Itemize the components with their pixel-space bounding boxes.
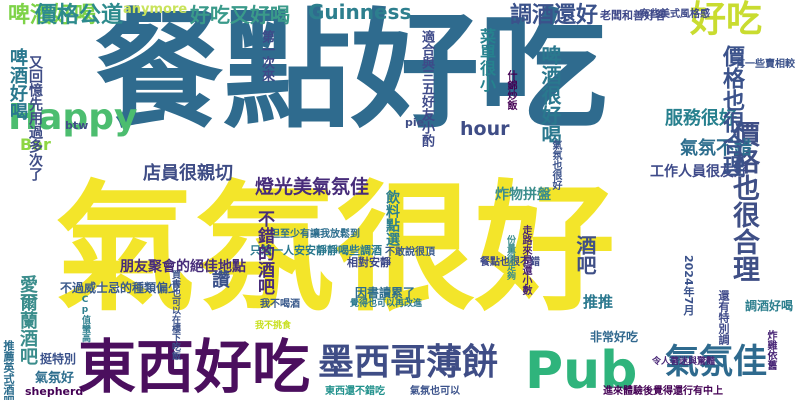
word-jiage: 價格也很合理 — [728, 120, 759, 282]
word-jinxingtu: 進來體驗後覺得還行有中上 — [603, 386, 723, 397]
word-haochi: 好吃 — [690, 0, 763, 40]
word-shepherd: shepherd — [25, 385, 84, 398]
word-yinyue: Cp值蠻高 — [80, 295, 90, 342]
word-caidan: 菜單很小 — [477, 28, 496, 92]
word-feichang: 非常好吃 — [590, 330, 639, 344]
word-jiuba: 酒吧 — [573, 235, 597, 275]
word-fuwu: 服務很好 — [665, 108, 737, 129]
word-dongxi: 東西好吃 — [78, 333, 311, 400]
word-buguo: 不過威士忌的種類偏少 — [60, 281, 181, 295]
word-guinness: Guinness — [308, 0, 412, 24]
word-laomian: 有些美式風格感 — [640, 9, 710, 20]
word-zhuanyi: 價格也很合理 — [719, 45, 744, 177]
word-huanyou: 但至少有讓我放鬆到 — [270, 229, 360, 240]
word-dangdu: 不錯的酒吧 — [254, 210, 274, 295]
word-xiangdui: 相對安靜 — [347, 256, 391, 269]
word-dengguang: 燈光美氣氛佳 — [255, 176, 370, 198]
word-zhizi: 還有特別調 — [717, 290, 730, 345]
word-dongxi2: 東西還不錯吃 — [325, 386, 385, 397]
word-canyie: 餐點也很不錯 — [480, 257, 540, 268]
word-jiuhao: 啤酒好喝 — [7, 48, 28, 120]
word-danzhiyou: 只想一人安安靜靜喝些調酒 — [250, 244, 382, 257]
word-qifen: 氣氛很好 — [55, 168, 616, 331]
word-wobuhe: 我不喝酒 — [260, 299, 300, 310]
word-zan: 第一次來 — [259, 30, 274, 82]
word-kaocaidan: 覺得也可以再改進 — [350, 299, 423, 309]
word-wuzhao: 什錦炒飯 — [505, 70, 516, 110]
word-jidu: 適合與三五好友小酌 — [419, 30, 434, 147]
word-zhuren: 氣氛也很好 — [550, 140, 561, 190]
word-moxi: 墨西哥薄餅 — [318, 342, 499, 383]
word-mixue: 我不挑食 — [255, 321, 292, 331]
word-pubv: 推薦英式酒吧 — [2, 340, 15, 400]
word-pengyou: 朋友聚會的絕佳地點 — [120, 259, 246, 275]
word-tingtebie: 挺特別 — [40, 352, 77, 366]
word-tuijian: 推推 — [583, 293, 614, 311]
word-bar: Bar — [20, 135, 51, 154]
word-qifenye: 氣氛也可以 — [410, 386, 460, 397]
word-pijiu: 啤酒好喝 — [8, 3, 97, 28]
word-qifen-bc: 氣氛不錯 — [680, 138, 752, 159]
word-zhaohu: 老闆和善好客 — [600, 9, 666, 22]
word-buganshuo: 不敢說很頂 — [385, 247, 435, 258]
word-pub: Pub — [525, 341, 638, 400]
word-btw: btw — [65, 119, 89, 132]
word-biejie: 買書也可以在樓下吃飯 — [170, 270, 180, 360]
word-dianyuan: 店員很親切 — [143, 163, 233, 184]
word-happy: Happy — [8, 97, 138, 138]
word-ai: 愛爾蘭酒吧 — [17, 275, 38, 365]
word-zhawu: 炸物拼盤 — [495, 187, 551, 203]
word-buchuo: 讚 — [209, 270, 230, 288]
word-qifenhao: 氣氛好 — [35, 371, 75, 386]
word-jiabao: 又回憶先用過多次了 — [27, 55, 43, 181]
word-yinliao: 飲料點選 — [384, 190, 400, 246]
word-yinshu: 因書讀累了 — [355, 286, 416, 300]
word-canguan: 餐點好吃 — [95, 0, 608, 146]
word-yousuo: 有一些賣相較 — [735, 59, 795, 70]
word-tiyanren: 令人著迷與驚豔 — [652, 357, 716, 367]
word-haohe: 好吃又好喝 — [190, 3, 290, 27]
word-hour: hour — [460, 118, 510, 140]
word-gongzuo: 工作人員很友好 — [650, 164, 748, 180]
word-jiage-gong: 價格公道 — [35, 3, 124, 28]
word-zhajian: 炸雞依舊 — [765, 330, 776, 370]
word-pie: pie — [405, 116, 425, 129]
word-anymore: anymore — [123, 2, 188, 17]
word-tiaojiu: 調酒還好 — [510, 3, 599, 28]
word-zaijian: 走路來是還小數 — [520, 225, 531, 295]
word-lao: 調酒好喝 — [745, 299, 794, 313]
word-pijiu-v: 啤酒很好喝 — [538, 45, 562, 145]
word-2024: 2024年7月 — [682, 255, 695, 316]
word-qifenjia: 氣氛佳 — [665, 342, 767, 382]
word-fenliang: 份量很足夠 — [505, 235, 515, 280]
